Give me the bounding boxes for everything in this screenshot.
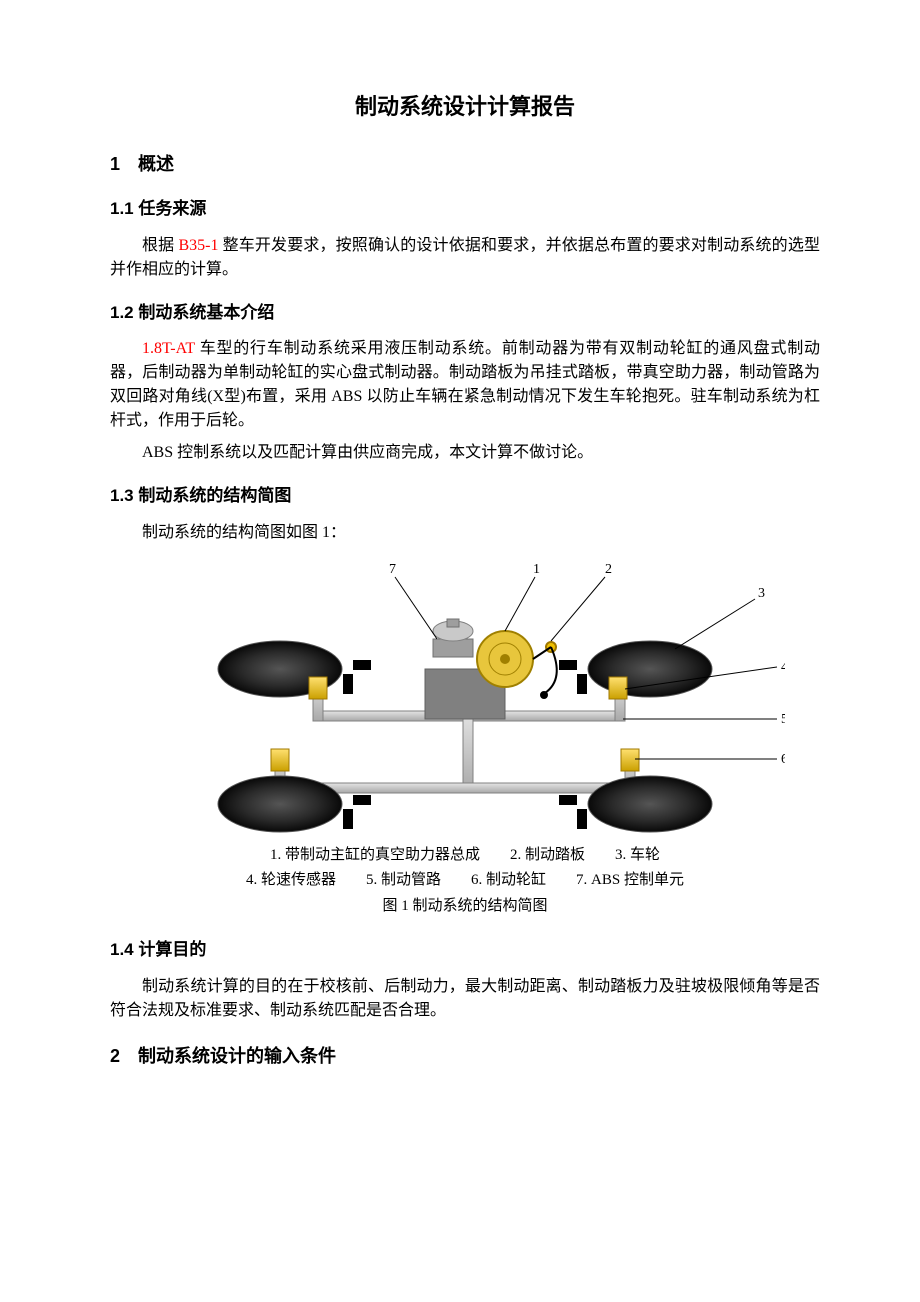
section-1-2-heading: 1.2 制动系统基本介绍 [110,300,820,326]
label-5: 5 [781,712,785,727]
section-1-num: 1 [110,154,120,174]
section-1-4-num: 1.4 [110,940,134,959]
vacuum-booster [477,631,533,687]
label-3: 3 [758,586,765,601]
sec-1-2-p1: 车型的行车制动系统采用液压制动系统。前制动器为带有双制动轮缸的通风盘式制动器，后… [110,340,820,429]
figure-caption: 1. 带制动主缸的真空助力器总成 2. 制动踏板 3. 车轮 4. 轮速传感器 … [110,843,820,920]
brake-system-diagram: 1 2 3 4 5 6 7 [145,559,785,839]
caption-row-3: 图 1 制动系统的结构简图 [110,894,820,920]
label-1: 1 [533,562,540,577]
section-1-heading: 1 概述 [110,151,820,178]
label-4: 4 [781,660,785,675]
leader-labels: 1 2 3 4 5 6 7 [389,562,785,767]
sec-1-1-text-pre: 根据 [142,237,178,254]
label-2: 2 [605,562,612,577]
section-1-2-para-2: ABS 控制系统以及匹配计算由供应商完成，本文计算不做讨论。 [110,441,820,465]
document-page: 制动系统设计计算报告 1 概述 1.1 任务来源 根据 B35-1 整车开发要求… [0,0,920,1126]
section-1-4-heading: 1.4 计算目的 [110,937,820,963]
caption-row-2: 4. 轮速传感器 5. 制动管路 6. 制动轮缸 7. ABS 控制单元 [110,868,820,894]
section-1-1-para: 根据 B35-1 整车开发要求，按照确认的设计依据和要求，并依据总布置的要求对制… [110,234,820,282]
section-1-3-para: 制动系统的结构简图如图 1： [110,521,820,545]
section-1-1-num: 1.1 [110,199,134,218]
section-1-label: 概述 [138,154,174,174]
label-7: 7 [389,562,396,577]
section-1-1-label: 任务来源 [138,199,206,218]
section-1-4-para: 制动系统计算的目的在于校核前、后制动力，最大制动距离、制动踏板力及驻坡极限倾角等… [110,975,820,1023]
section-1-3-label: 制动系统的结构简图 [138,486,291,505]
section-1-2-num: 1.2 [110,303,134,322]
figure-1: 1 2 3 4 5 6 7 1. 带制动主缸的真空助力器总成 2. 制动踏板 3… [110,559,820,920]
section-1-1-heading: 1.1 任务来源 [110,196,820,222]
section-1-2-para-1: 1.8T-AT 车型的行车制动系统采用液压制动系统。前制动器为带有双制动轮缸的通… [110,337,820,433]
section-2-heading: 2 制动系统设计的输入条件 [110,1043,820,1070]
doc-title: 制动系统设计计算报告 [110,90,820,123]
section-1-4-label: 计算目的 [138,940,206,959]
sec-1-2-red: 1.8T-AT [142,340,195,357]
section-2-num: 2 [110,1046,120,1066]
brake-pedal [533,642,557,698]
section-1-3-num: 1.3 [110,486,134,505]
section-1-3-heading: 1.3 制动系统的结构简图 [110,483,820,509]
section-1-2-label: 制动系统基本介绍 [138,303,274,322]
master-cylinder [433,619,473,657]
section-2-label: 制动系统设计的输入条件 [138,1046,336,1066]
caption-row-1: 1. 带制动主缸的真空助力器总成 2. 制动踏板 3. 车轮 [110,843,820,869]
sec-1-1-red: B35-1 [178,237,218,254]
label-6: 6 [781,752,785,767]
leader-lines [395,577,777,759]
